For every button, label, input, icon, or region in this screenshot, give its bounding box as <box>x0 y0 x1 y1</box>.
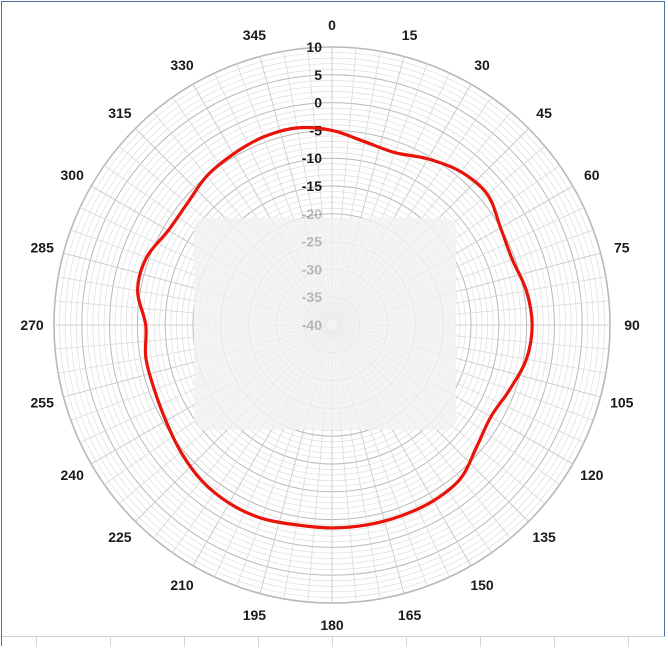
center-overlay <box>194 218 456 430</box>
angle-tick-label: 0 <box>328 17 336 33</box>
sheet-cell-divider <box>258 637 259 647</box>
sheet-cell-divider <box>36 637 37 647</box>
sheet-cell-divider <box>184 637 185 647</box>
angle-tick-label: 270 <box>20 317 44 333</box>
sheet-cell-divider <box>110 637 111 647</box>
angle-tick-label: 75 <box>614 239 630 255</box>
radial-tick-label: -15 <box>302 178 322 194</box>
angle-tick-label: 135 <box>532 529 556 545</box>
sheet-gridline-strip <box>2 636 666 647</box>
angle-tick-label: 315 <box>108 105 132 121</box>
angle-tick-label: 225 <box>108 529 132 545</box>
angle-tick-label: 120 <box>580 467 604 483</box>
angle-tick-label: 150 <box>470 577 494 593</box>
sheet-cell-divider <box>406 637 407 647</box>
angle-tick-label: 15 <box>402 27 418 43</box>
radial-tick-label: 0 <box>314 95 322 111</box>
angle-tick-label: 255 <box>31 395 55 411</box>
radial-tick-label: -25 <box>302 234 322 250</box>
sheet-cell-divider <box>554 637 555 647</box>
radial-tick-label: -30 <box>302 261 322 277</box>
radial-tick-label: 5 <box>314 67 322 83</box>
angle-tick-label: 30 <box>474 57 490 73</box>
angle-tick-label: 240 <box>61 467 85 483</box>
series-line <box>136 125 534 530</box>
radial-tick-label: -40 <box>302 317 322 333</box>
angle-tick-label: 105 <box>610 395 634 411</box>
radial-tick-label: 10 <box>306 39 322 55</box>
angle-tick-label: 180 <box>320 617 344 633</box>
angle-tick-label: 45 <box>536 105 552 121</box>
sheet-cell-divider <box>480 637 481 647</box>
angle-tick-label: 330 <box>170 57 194 73</box>
angle-tick-label: 210 <box>170 577 194 593</box>
angle-tick-label: 90 <box>624 317 640 333</box>
radial-tick-label: -5 <box>310 122 323 138</box>
angle-tick-label: 60 <box>584 167 600 183</box>
angle-axis-labels: 0153045607590105120135150165180195210225… <box>20 17 640 633</box>
sheet-cell-divider <box>628 637 629 647</box>
radial-tick-label: -10 <box>302 150 322 166</box>
radial-axis-labels: 10 5 0 -5 -10 -15 -20 -25 -30 -35 -40 <box>302 39 322 333</box>
angle-tick-label: 345 <box>243 27 267 43</box>
radial-tick-label: -35 <box>302 289 322 305</box>
angle-tick-label: 165 <box>398 607 422 623</box>
angle-tick-label: 195 <box>243 607 267 623</box>
angle-tick-label: 300 <box>61 167 85 183</box>
radial-tick-label: -20 <box>302 206 322 222</box>
angle-tick-label: 285 <box>31 239 55 255</box>
sheet-cell-divider <box>332 637 333 647</box>
